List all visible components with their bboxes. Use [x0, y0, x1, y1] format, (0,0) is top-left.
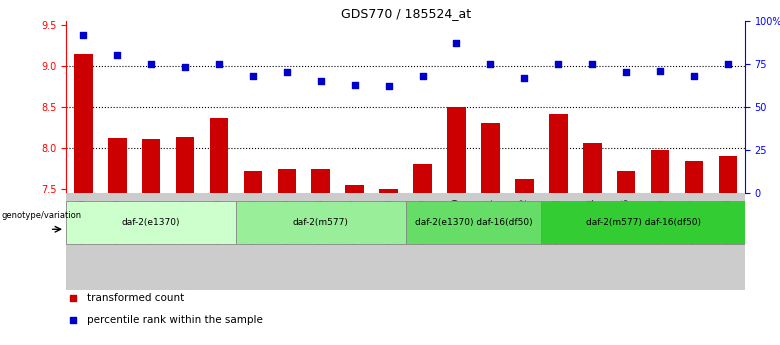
Bar [346, 185, 364, 193]
Bar [617, 171, 636, 193]
Text: GSM28402: GSM28402 [519, 198, 529, 244]
Text: percentile rank within the sample: percentile rank within the sample [87, 315, 263, 325]
Point [67, 295, 80, 300]
Bar [278, 169, 296, 193]
Point [484, 61, 497, 67]
Bar [243, 171, 262, 193]
Bar [379, 189, 398, 193]
Text: GSM28396: GSM28396 [316, 198, 325, 244]
FancyBboxPatch shape [236, 201, 406, 244]
Point [382, 83, 395, 89]
Bar [311, 169, 330, 193]
Point [67, 317, 80, 323]
Text: GSM28392: GSM28392 [180, 198, 190, 244]
Point [722, 61, 734, 67]
Bar [108, 138, 126, 193]
Point [145, 61, 158, 67]
Bar [176, 137, 194, 193]
Text: GSM28403: GSM28403 [554, 198, 563, 244]
Bar [142, 139, 161, 193]
Text: daf-2(m577): daf-2(m577) [292, 218, 349, 227]
Text: GSM28390: GSM28390 [112, 198, 122, 244]
Text: GSM28406: GSM28406 [655, 198, 665, 244]
Point [213, 61, 225, 67]
Bar [481, 124, 500, 193]
Text: GSM28399: GSM28399 [418, 198, 427, 244]
Text: daf-2(e1370) daf-16(df50): daf-2(e1370) daf-16(df50) [415, 218, 532, 227]
Bar [210, 118, 229, 193]
Text: GSM28401: GSM28401 [486, 198, 495, 244]
Point [688, 73, 700, 79]
Text: GSM28404: GSM28404 [587, 198, 597, 244]
Text: GSM28391: GSM28391 [147, 198, 156, 244]
Point [417, 73, 429, 79]
Text: GSM28398: GSM28398 [384, 198, 393, 244]
Point [111, 52, 123, 58]
Point [654, 68, 666, 73]
Point [620, 70, 633, 75]
Text: GSM28397: GSM28397 [350, 198, 360, 244]
Point [281, 70, 293, 75]
Text: GSM28395: GSM28395 [282, 198, 292, 244]
Point [450, 40, 463, 46]
Point [349, 82, 361, 87]
FancyBboxPatch shape [541, 201, 745, 244]
Text: GSM28405: GSM28405 [622, 198, 631, 244]
Point [586, 61, 598, 67]
Title: GDS770 / 185524_at: GDS770 / 185524_at [341, 7, 470, 20]
Bar [718, 156, 737, 193]
Text: transformed count: transformed count [87, 293, 184, 303]
FancyBboxPatch shape [406, 201, 541, 244]
Text: daf-2(m577) daf-16(df50): daf-2(m577) daf-16(df50) [586, 218, 700, 227]
Point [314, 78, 327, 84]
Bar [413, 165, 432, 193]
Point [246, 73, 259, 79]
Bar [651, 150, 669, 193]
Point [552, 61, 565, 67]
Text: GSM28400: GSM28400 [452, 198, 461, 244]
Point [518, 75, 530, 80]
Point [77, 32, 90, 37]
Text: GSM28393: GSM28393 [215, 198, 224, 244]
Text: genotype/variation: genotype/variation [2, 211, 81, 220]
Point [179, 65, 191, 70]
Bar [74, 53, 93, 193]
Text: GSM28394: GSM28394 [248, 198, 257, 244]
Bar [685, 161, 704, 193]
Text: daf-2(e1370): daf-2(e1370) [122, 218, 180, 227]
Text: GSM28408: GSM28408 [723, 198, 732, 244]
Text: GSM28389: GSM28389 [79, 198, 88, 244]
FancyBboxPatch shape [66, 201, 236, 244]
Bar [583, 143, 601, 193]
Bar [447, 107, 466, 193]
Bar [515, 179, 534, 193]
Text: GSM28407: GSM28407 [690, 198, 699, 244]
Bar [549, 114, 568, 193]
